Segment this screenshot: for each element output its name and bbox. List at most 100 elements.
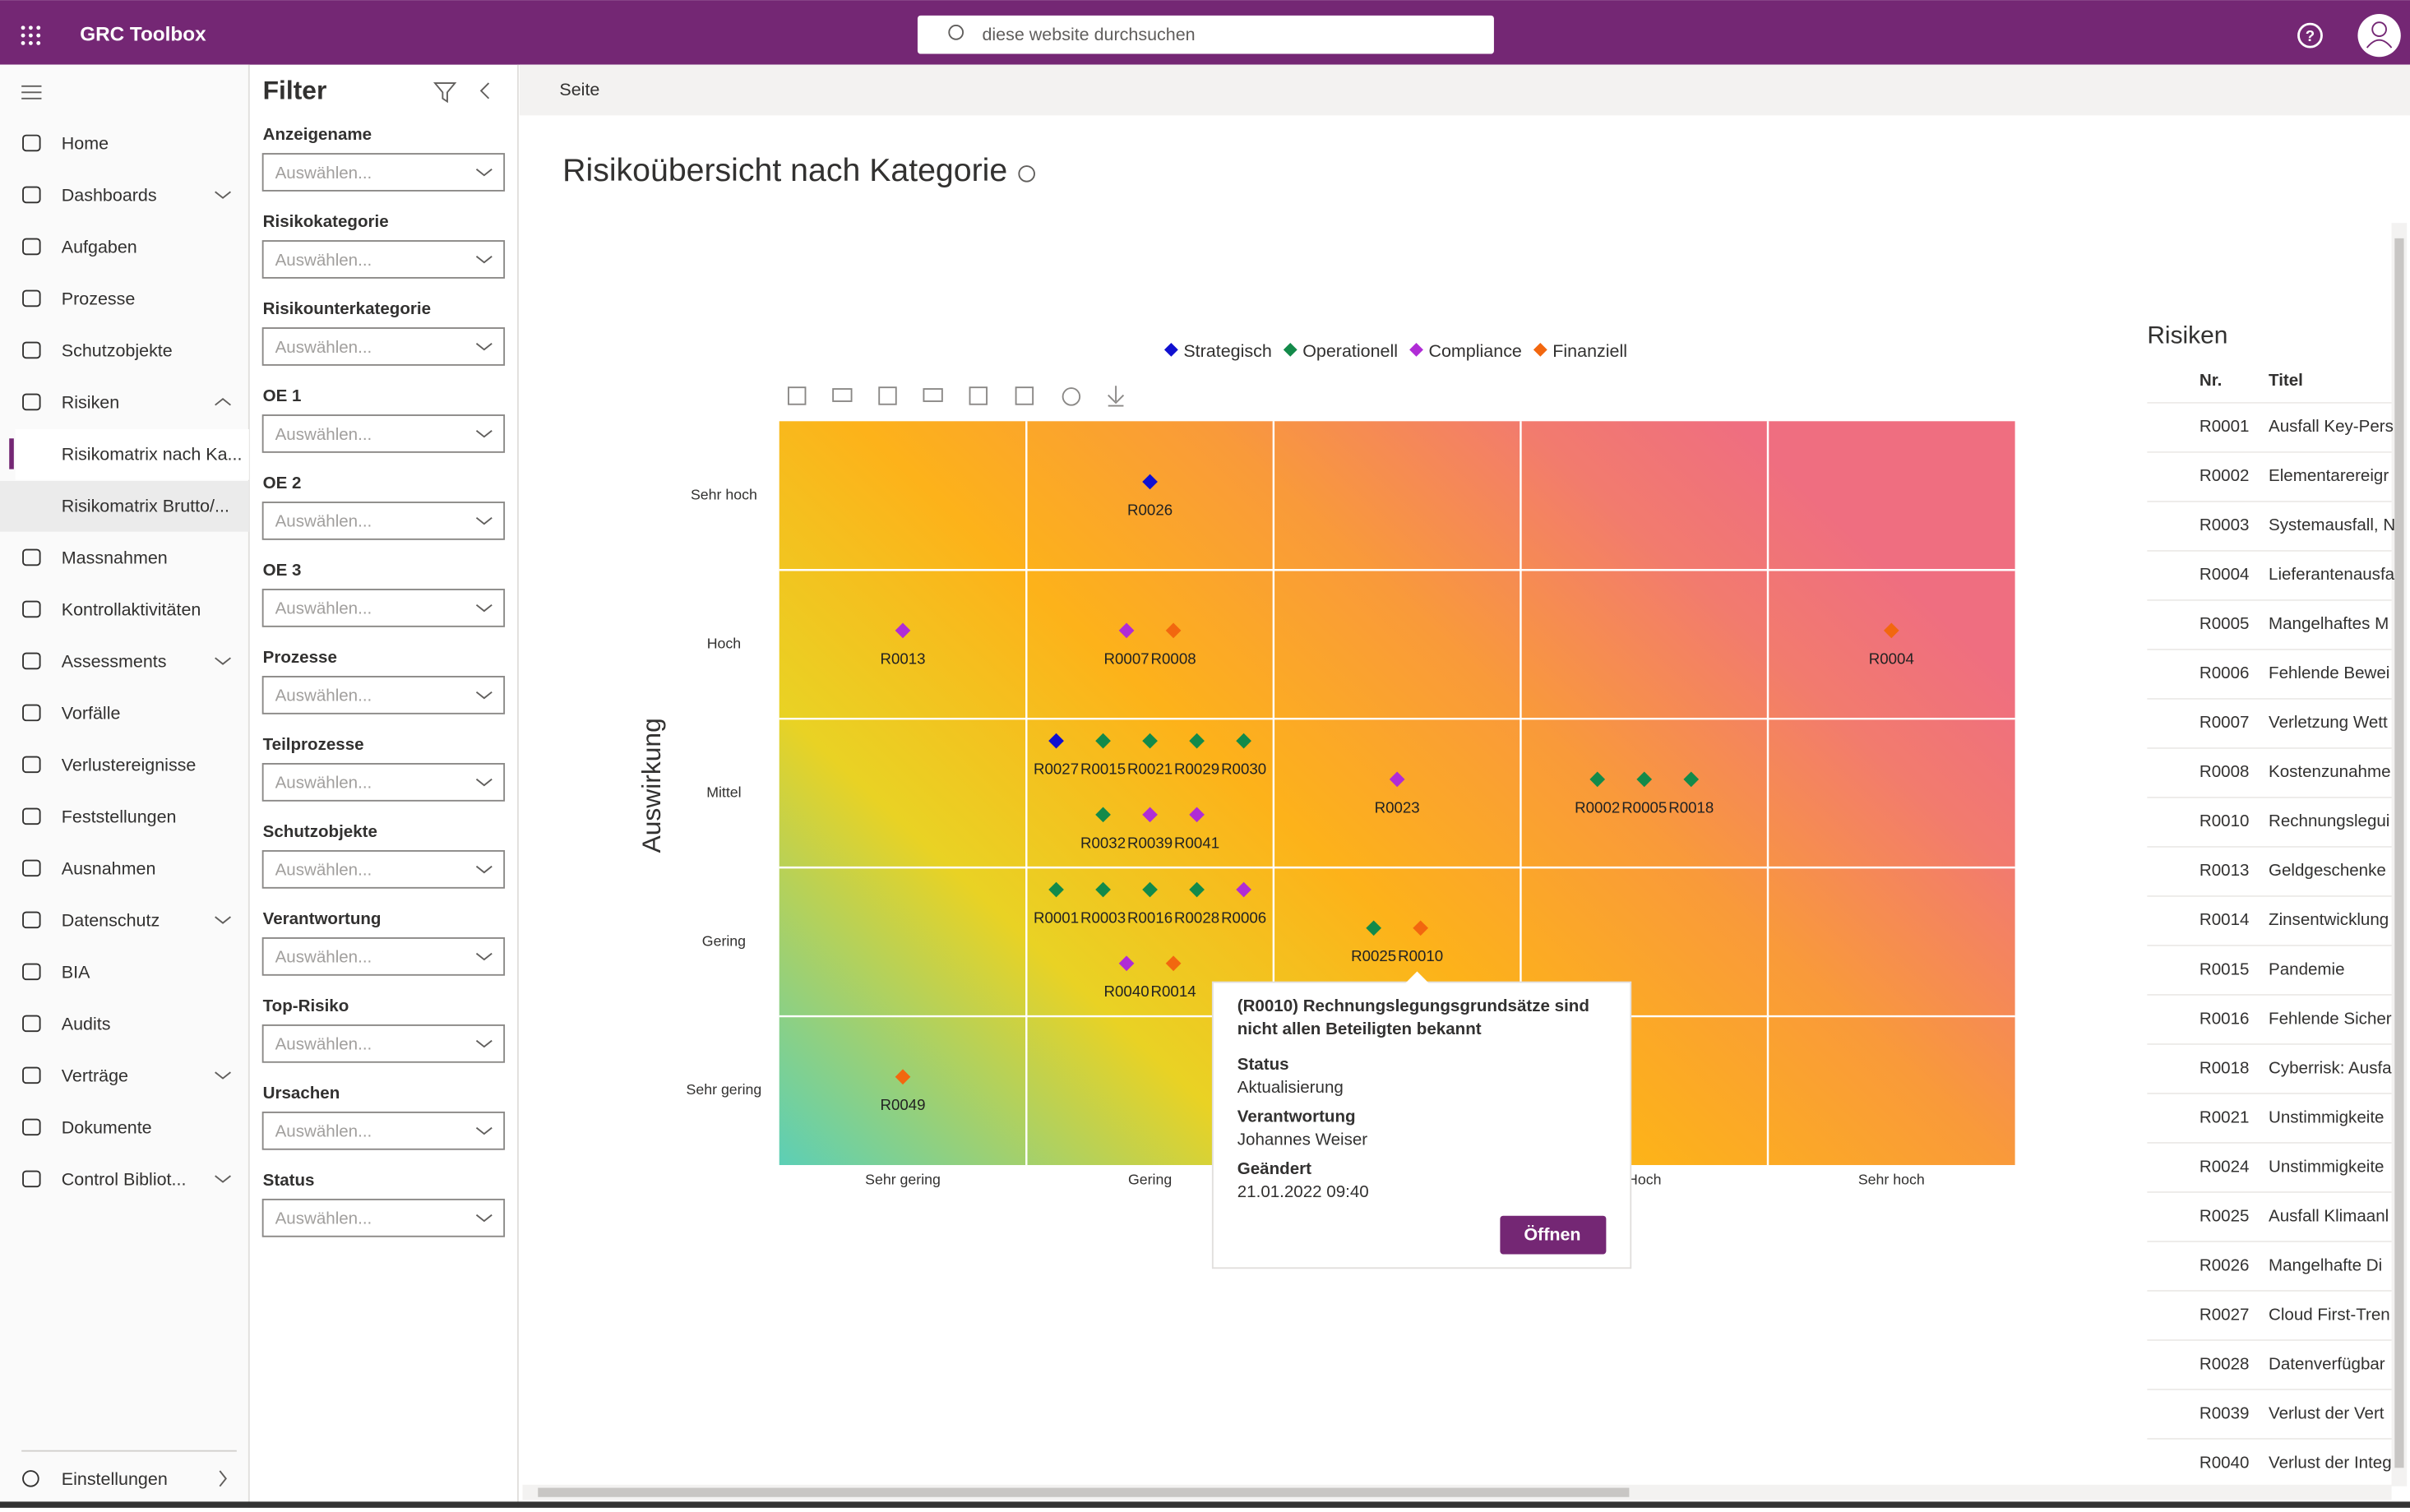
v-scroll-thumb[interactable] xyxy=(2394,238,2404,1468)
nav-item[interactable]: Dashboards xyxy=(62,186,157,206)
table-cell[interactable]: Elementarereigr xyxy=(2269,466,2389,485)
table-cell[interactable]: R0001 xyxy=(2200,417,2250,436)
table-cell[interactable]: Pandemie xyxy=(2269,959,2345,978)
nav-item[interactable]: Ausnahmen xyxy=(62,858,156,878)
table-cell[interactable]: Fehlende Bewei xyxy=(2269,664,2389,682)
tool-icon[interactable] xyxy=(969,386,988,405)
tool-icon[interactable] xyxy=(878,386,897,405)
table-cell[interactable]: Cyberrisk: Ausfa xyxy=(2269,1058,2392,1077)
table-cell[interactable]: R0025 xyxy=(2200,1206,2250,1225)
filter-dropdown[interactable] xyxy=(261,153,506,192)
table-cell[interactable]: R0005 xyxy=(2200,614,2250,633)
filter-dropdown[interactable] xyxy=(261,676,506,714)
risk-marker[interactable] xyxy=(1165,622,1182,639)
table-cell[interactable]: Verlust der Integ xyxy=(2269,1453,2392,1472)
risk-marker[interactable] xyxy=(1095,807,1111,823)
legend-label[interactable]: Operationell xyxy=(1302,341,1398,361)
risk-marker[interactable] xyxy=(1142,733,1158,749)
table-cell[interactable]: Ausfall Klimaanl xyxy=(2269,1206,2389,1225)
table-cell[interactable]: R0018 xyxy=(2200,1058,2250,1077)
risk-marker[interactable] xyxy=(1095,733,1111,749)
nav-item[interactable]: Home xyxy=(62,134,109,154)
nav-item[interactable]: Massnahmen xyxy=(62,548,168,567)
nav-item[interactable]: Vorfälle xyxy=(62,703,121,723)
filter-dropdown[interactable] xyxy=(261,1111,506,1150)
table-cell[interactable]: R0013 xyxy=(2200,861,2250,880)
legend-label[interactable]: Finanziell xyxy=(1552,341,1627,361)
nav-item[interactable]: Schutzobjekte xyxy=(62,340,173,360)
filter-dropdown[interactable] xyxy=(261,850,506,889)
table-cell[interactable]: R0021 xyxy=(2200,1107,2250,1126)
nav-item[interactable]: Dokumente xyxy=(62,1117,152,1137)
table-cell[interactable]: Zinsentwicklung xyxy=(2269,910,2389,929)
table-cell[interactable]: Fehlende Sicher xyxy=(2269,1009,2392,1028)
nav-item[interactable]: Datenschutz xyxy=(62,910,160,930)
filter-dropdown[interactable] xyxy=(261,1024,506,1063)
nav-item[interactable]: Verträge xyxy=(62,1066,128,1085)
table-cell[interactable]: Unstimmigkeite xyxy=(2269,1157,2384,1176)
table-cell[interactable]: R0002 xyxy=(2200,466,2250,485)
nav-item[interactable]: Audits xyxy=(62,1014,111,1033)
table-cell[interactable]: R0028 xyxy=(2200,1354,2250,1373)
table-cell[interactable]: Lieferantenausfa xyxy=(2269,565,2395,584)
table-cell[interactable]: R0027 xyxy=(2200,1305,2250,1324)
nav-item[interactable]: Risikomatrix nach Ka... xyxy=(62,444,243,464)
table-cell[interactable]: Geldgeschenke xyxy=(2269,861,2386,880)
filter-dropdown[interactable] xyxy=(261,502,506,540)
table-cell[interactable]: Cloud First-Tren xyxy=(2269,1305,2390,1324)
collapse-icon[interactable] xyxy=(479,82,490,99)
tool-icon[interactable] xyxy=(1062,387,1081,406)
table-cell[interactable]: Systemausfall, N xyxy=(2269,516,2395,534)
table-cell[interactable]: Rechnungslegui xyxy=(2269,811,2389,830)
app-launcher[interactable] xyxy=(21,25,41,45)
nav-item[interactable]: BIA xyxy=(62,962,90,982)
nav-item[interactable]: Control Bibliot... xyxy=(62,1169,187,1189)
risk-marker[interactable] xyxy=(1048,733,1064,749)
filter-dropdown[interactable] xyxy=(261,240,506,279)
risk-marker[interactable] xyxy=(895,622,911,639)
risk-marker[interactable] xyxy=(1636,771,1653,788)
filter-dropdown[interactable] xyxy=(261,763,506,802)
nav-item[interactable]: Verlustereignisse xyxy=(62,755,197,774)
info-icon[interactable] xyxy=(1018,165,1035,183)
table-cell[interactable]: Mangelhafte Di xyxy=(2269,1255,2382,1274)
table-cell[interactable]: R0014 xyxy=(2200,910,2250,929)
table-cell[interactable]: Unstimmigkeite xyxy=(2269,1107,2384,1126)
table-cell[interactable]: Verletzung Wett xyxy=(2269,713,2388,732)
risk-marker[interactable] xyxy=(1095,881,1111,898)
filter-dropdown[interactable] xyxy=(261,414,506,453)
open-button[interactable] xyxy=(1500,1215,1607,1255)
table-cell[interactable]: Ausfall Key-Pers xyxy=(2269,417,2394,436)
table-cell[interactable]: R0039 xyxy=(2200,1403,2250,1422)
nav-item[interactable]: Risiken xyxy=(62,392,119,412)
table-cell[interactable]: R0015 xyxy=(2200,959,2250,978)
legend-label[interactable]: Strategisch xyxy=(1183,341,1271,361)
tool-icon[interactable] xyxy=(787,386,807,405)
nav-item[interactable]: Kontrollaktivitäten xyxy=(62,599,201,619)
table-cell[interactable]: R0010 xyxy=(2200,811,2250,830)
nav-item[interactable]: Feststellungen xyxy=(62,807,177,826)
table-cell[interactable]: R0016 xyxy=(2200,1009,2250,1028)
filter-dropdown[interactable] xyxy=(261,1198,506,1237)
legend-label[interactable]: Compliance xyxy=(1428,341,1521,361)
table-cell[interactable]: R0006 xyxy=(2200,664,2250,682)
help-icon[interactable] xyxy=(2297,22,2323,49)
tool-icon[interactable] xyxy=(923,388,943,402)
nav-item[interactable]: Prozesse xyxy=(62,289,136,308)
tool-icon[interactable] xyxy=(1108,386,1125,407)
risk-marker[interactable] xyxy=(1366,920,1381,936)
table-cell[interactable]: Datenverfügbar xyxy=(2269,1354,2385,1373)
risk-marker[interactable] xyxy=(1389,771,1405,788)
nav-item[interactable]: Assessments xyxy=(62,651,167,671)
risk-marker[interactable] xyxy=(1142,807,1158,823)
h-scroll-thumb[interactable] xyxy=(538,1487,1630,1497)
filter-icon[interactable] xyxy=(433,82,457,104)
table-cell[interactable]: R0007 xyxy=(2200,713,2250,732)
table-cell[interactable]: R0024 xyxy=(2200,1157,2250,1176)
table-cell[interactable]: R0026 xyxy=(2200,1255,2250,1274)
risk-marker[interactable] xyxy=(1142,881,1158,898)
table-cell[interactable]: Verlust der Vert xyxy=(2269,1403,2385,1422)
filter-dropdown[interactable] xyxy=(261,589,506,627)
filter-dropdown[interactable] xyxy=(261,937,506,976)
nav-item[interactable]: Einstellungen xyxy=(62,1469,168,1489)
